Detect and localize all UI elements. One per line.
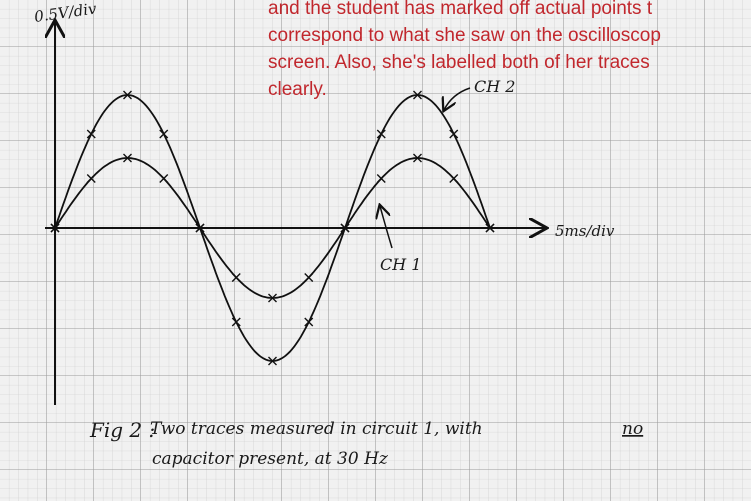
note-line: clearly. [268,79,327,100]
note-line: correspond to what she saw on the oscill… [268,25,661,46]
x-axis-label: 5ms/div [555,222,615,240]
trace-label: CH 2 [474,77,515,96]
page: and the student has marked off actual po… [0,0,751,501]
caption-line: Two traces measured in circuit 1, with [150,419,483,439]
figure-label: Fig 2 : [89,418,155,442]
note-line: and the student has marked off actual po… [268,0,653,19]
trace-label: CH 1 [380,255,421,274]
caption-emphasis: no [622,419,643,439]
caption-line: capacitor present, at 30 Hz [152,449,389,469]
note-line: screen. Also, she's labelled both of her… [268,52,650,73]
